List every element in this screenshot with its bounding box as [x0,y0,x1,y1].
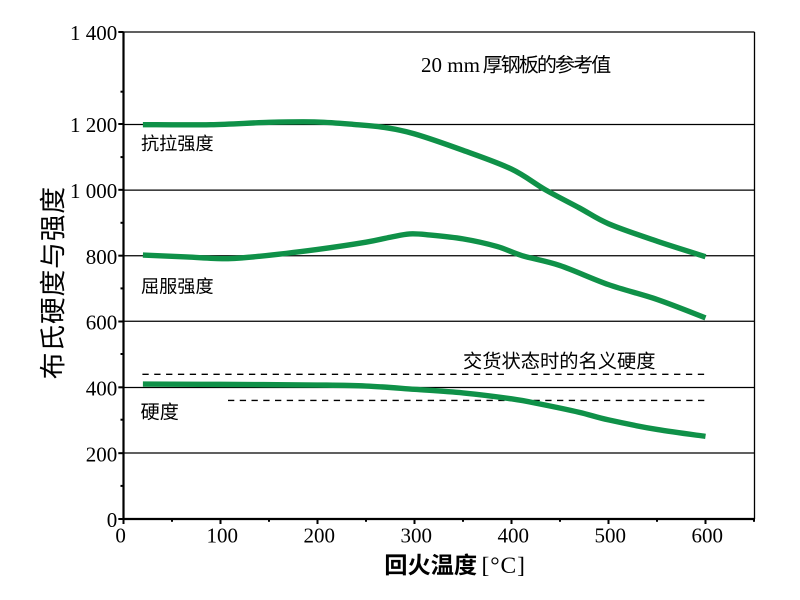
svg-text:1 000: 1 000 [70,179,117,203]
svg-text:0: 0 [107,508,118,532]
svg-text:300: 300 [400,524,432,548]
svg-text:200: 200 [303,524,335,548]
svg-text:20 mm: 20 mm [421,53,480,77]
svg-text:500: 500 [594,524,626,548]
svg-text:[°C]: [°C] [482,553,526,579]
svg-text:400: 400 [497,524,529,548]
svg-text:600: 600 [691,524,723,548]
svg-text:100: 100 [206,524,238,548]
svg-text:400: 400 [86,377,118,401]
svg-text:0: 0 [115,524,126,548]
svg-text:1 400: 1 400 [70,21,117,45]
svg-text:200: 200 [86,442,118,466]
svg-text:800: 800 [86,245,118,269]
svg-text:1 200: 1 200 [70,113,117,137]
svg-text:600: 600 [86,311,118,335]
